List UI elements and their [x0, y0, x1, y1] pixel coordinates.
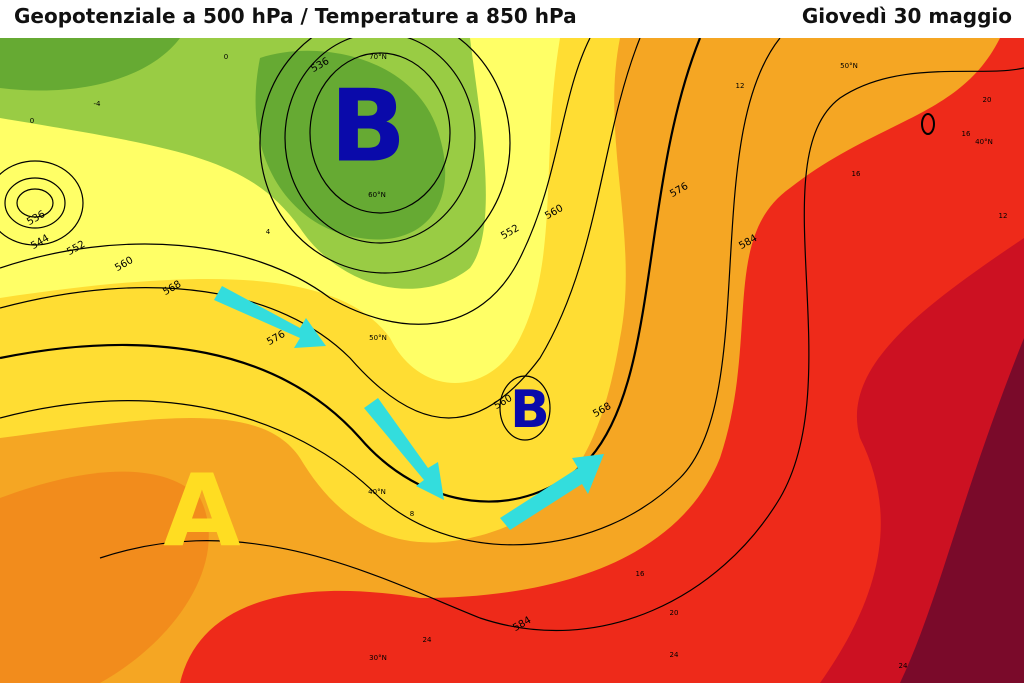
temperature-label: 12: [999, 212, 1008, 220]
temperature-label: 24: [670, 651, 679, 659]
temperature-label: -4: [94, 100, 102, 108]
temperature-label: 0: [224, 53, 228, 61]
contours: [0, 38, 1024, 632]
latitude-label: 50°N: [840, 62, 858, 70]
arrows: [214, 286, 604, 530]
latitude-label: 70°N: [369, 53, 387, 61]
orange-zone: [0, 471, 209, 683]
title: Geopotenziale a 500 hPa / Temperature a …: [14, 4, 577, 28]
temperature-label: 24: [423, 636, 432, 644]
pressure-label: B: [510, 380, 550, 440]
dark-green-zone: [255, 50, 446, 240]
header: Geopotenziale a 500 hPa / Temperature a …: [0, 0, 1024, 38]
latitude-label: 40°N: [975, 138, 993, 146]
latitude-label: 50°N: [369, 334, 387, 342]
latitude-label: 30°N: [369, 654, 387, 662]
temperature-label: 16: [852, 170, 861, 178]
temperature-label: 16: [636, 570, 645, 578]
temperature-label: 20: [670, 609, 679, 617]
temperature-label: 16: [962, 130, 971, 138]
latitude-label: 40°N: [368, 488, 386, 496]
temperature-label: 24: [899, 662, 908, 670]
temperature-label: 12: [736, 82, 745, 90]
temperature-label: 4: [266, 228, 271, 236]
pressure-label: B: [330, 67, 406, 184]
red-zone: [180, 38, 1024, 683]
temperature-label: 20: [983, 96, 992, 104]
pressure-label: A: [163, 452, 240, 569]
latitude-label: 60°N: [368, 191, 386, 199]
temperature-label: 0: [30, 117, 34, 125]
date: Giovedì 30 maggio: [801, 4, 1012, 28]
dark-green-zone: [0, 38, 180, 91]
temperature-label: 8: [410, 510, 414, 518]
maroon-zone: [900, 338, 1024, 683]
